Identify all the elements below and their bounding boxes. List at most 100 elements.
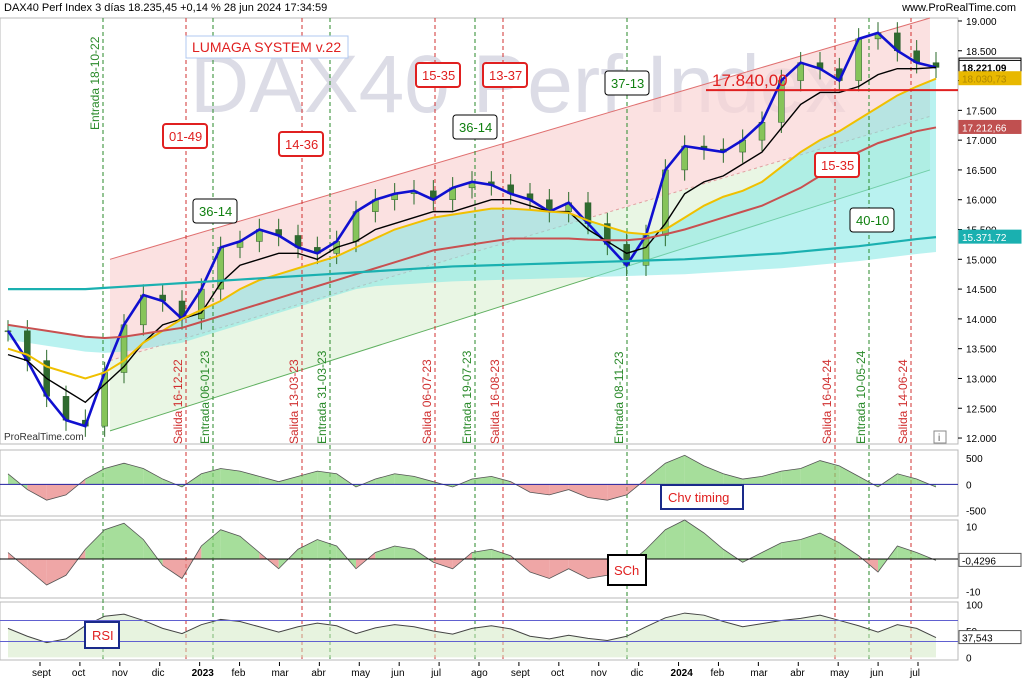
series-line-ma-long bbox=[8, 236, 937, 291]
ichimoku-cloud bbox=[8, 78, 936, 353]
chv-fill bbox=[530, 484, 550, 495]
annotation-box bbox=[278, 131, 324, 157]
y-tick-label: 12.000 bbox=[966, 434, 997, 445]
sch-fill bbox=[762, 542, 782, 559]
sch-fill bbox=[394, 546, 414, 559]
annotation-label: 14-36 bbox=[285, 137, 318, 152]
y-tick-label: 12.500 bbox=[966, 404, 997, 415]
price-label: 15.371,72 bbox=[962, 233, 1007, 244]
price-label-box bbox=[958, 229, 1022, 244]
chv-fill bbox=[124, 463, 144, 485]
signal-label: Entrada 06-01-23 bbox=[198, 350, 212, 444]
annotation-box bbox=[814, 152, 860, 178]
signal-label: Salida 16-08-23 bbox=[488, 359, 502, 444]
series-line-slow-line bbox=[7, 66, 937, 404]
annotation-box bbox=[482, 62, 528, 88]
y-tick-label: 13.500 bbox=[966, 345, 997, 356]
sch-fill bbox=[839, 542, 859, 559]
x-tick-label: oct bbox=[72, 668, 86, 679]
info-icon-glyph: i bbox=[938, 433, 940, 444]
sch-fill bbox=[820, 533, 840, 559]
x-tick-label: mar bbox=[750, 668, 768, 679]
chv-fill bbox=[220, 468, 240, 485]
chv-fill bbox=[85, 468, 105, 485]
chv-fill bbox=[278, 476, 298, 485]
sch-fill bbox=[220, 529, 240, 559]
chv-fill bbox=[820, 460, 840, 485]
y-tick-label: 14.500 bbox=[966, 285, 997, 296]
chv-fill bbox=[394, 473, 414, 485]
chv-fill bbox=[143, 468, 163, 485]
chv-fill bbox=[240, 471, 260, 485]
y-tick-label: 18.500 bbox=[966, 47, 997, 58]
sch-fill bbox=[646, 529, 666, 559]
sch-fill bbox=[46, 559, 66, 585]
series-line-ma200 bbox=[7, 126, 937, 339]
annotation-label: 36-14 bbox=[199, 204, 232, 219]
signal-label: Entrada 19-07-23 bbox=[460, 350, 474, 444]
title-box bbox=[185, 35, 349, 59]
sch-fill bbox=[665, 520, 685, 559]
signal-label: Entrada 10-05-24 bbox=[854, 350, 868, 444]
signal-label: Entrada 08-11-23 bbox=[612, 351, 626, 444]
annotation-label: 40-10 bbox=[856, 213, 889, 228]
y-tick-label: 16.500 bbox=[966, 166, 997, 177]
sch-tick-label: -10 bbox=[966, 588, 981, 599]
chv-fill bbox=[201, 468, 221, 485]
sch-fill bbox=[27, 559, 47, 585]
site-link[interactable]: www.ProRealTime.com bbox=[902, 2, 1016, 14]
signal-label: Salida 16-04-24 bbox=[820, 359, 834, 444]
rsi-tick-label: 0 bbox=[966, 653, 972, 664]
price-label: 18.030,73 bbox=[962, 75, 1007, 86]
x-tick-label: may bbox=[351, 668, 370, 679]
y-tick-label: 16.000 bbox=[966, 196, 997, 207]
chv-fill bbox=[742, 476, 762, 485]
x-tick-label: ago bbox=[471, 668, 488, 679]
annotation-label: 15-35 bbox=[821, 158, 854, 173]
rsi-title: RSI bbox=[92, 628, 114, 643]
sch-fill bbox=[684, 520, 704, 559]
signal-label: Salida 14-06-24 bbox=[896, 359, 910, 444]
chv-tick-label: 0 bbox=[966, 480, 972, 491]
annotation-box bbox=[415, 62, 461, 88]
sch-title-box bbox=[607, 554, 647, 586]
chv-fill bbox=[897, 473, 917, 485]
channel-upper-line bbox=[109, 17, 931, 260]
signal-label: Salida 13-03-23 bbox=[287, 359, 301, 444]
chv-fill bbox=[684, 455, 704, 485]
sch-fill bbox=[800, 533, 820, 559]
x-tick-label: oct bbox=[551, 668, 565, 679]
sch-value-label: -0,4296 bbox=[962, 556, 996, 567]
y-tick-label: 14.000 bbox=[966, 315, 997, 326]
chart-header: DAX40 Perf Index 3 días 18.235,45 +0,14 … bbox=[4, 2, 328, 14]
annotation-box bbox=[604, 70, 650, 96]
x-tick-label: may bbox=[830, 668, 849, 679]
x-tick-label: feb bbox=[232, 668, 246, 679]
chv-fill bbox=[317, 471, 337, 485]
x-tick-label: jul bbox=[430, 668, 441, 679]
chv-fill bbox=[704, 465, 724, 485]
sch-fill bbox=[201, 529, 221, 559]
sch-tick-label: 10 bbox=[966, 523, 978, 534]
chv-fill bbox=[549, 484, 569, 495]
sch-fill bbox=[491, 549, 511, 559]
x-tick-label: dic bbox=[152, 668, 165, 679]
sch-fill bbox=[162, 559, 182, 579]
rsi-value-label: 37,543 bbox=[962, 634, 993, 645]
sch-fill bbox=[588, 559, 608, 579]
chv-fill bbox=[762, 471, 782, 485]
level-label: 17.840,00 bbox=[712, 71, 788, 90]
chv-title: Chv timing bbox=[668, 490, 729, 505]
chv-fill bbox=[607, 484, 627, 501]
x-tick-label: sept bbox=[511, 668, 530, 679]
chv-fill bbox=[27, 484, 47, 501]
rsi-title-box bbox=[84, 621, 120, 649]
x-tick-label: nov bbox=[112, 668, 128, 679]
y-tick-label: 17.000 bbox=[966, 136, 997, 147]
annotation-box bbox=[849, 207, 895, 233]
chv-fill bbox=[259, 476, 279, 485]
x-tick-label: jun bbox=[869, 668, 883, 679]
y-tick-label: 19.000 bbox=[966, 17, 997, 28]
sch-fill bbox=[433, 559, 453, 569]
